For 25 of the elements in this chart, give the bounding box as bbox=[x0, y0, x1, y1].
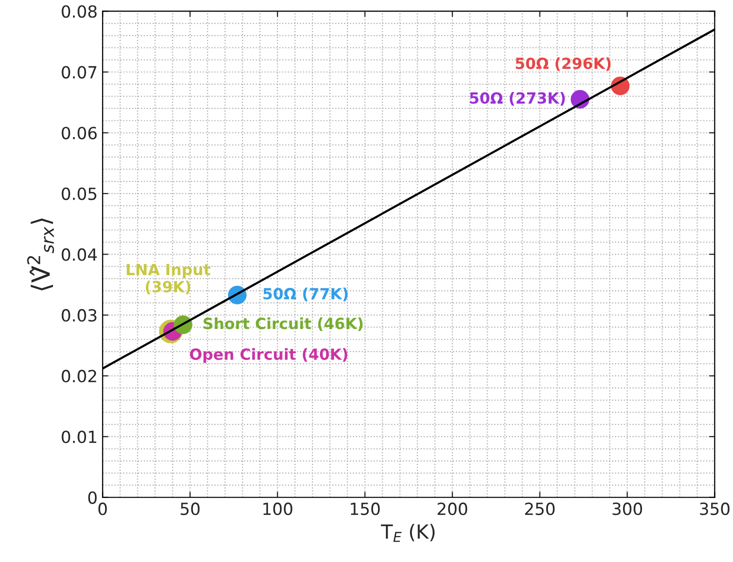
x-tick-label: 150 bbox=[350, 502, 380, 516]
x-axis-title: T$_{E}$ (K) bbox=[380, 524, 435, 542]
y-tick-label: 0.04 bbox=[62, 248, 97, 261]
x-tick-label: 250 bbox=[525, 502, 555, 516]
y-tick-label: 0.01 bbox=[62, 430, 96, 444]
y-tick-label: 0.07 bbox=[62, 66, 96, 79]
x-tick-label: 300 bbox=[612, 502, 642, 516]
y-tick-label: 0.03 bbox=[62, 309, 96, 322]
x-tick-label: 50 bbox=[180, 502, 200, 516]
annotation: 50Ω (296K) bbox=[516, 57, 611, 71]
annotation: LNA Input (39K) bbox=[126, 264, 210, 294]
y-tick-label: 0.02 bbox=[62, 370, 96, 382]
y-tick-label: 0 bbox=[88, 491, 97, 504]
y-axis-title: ⟨V̂$^{2}$$_{srx}$⟩ bbox=[27, 218, 54, 290]
x-tick-label: 0 bbox=[98, 502, 107, 516]
annotation: Open Circuit (40K) bbox=[190, 348, 348, 363]
x-tick-label: 200 bbox=[438, 502, 468, 516]
y-tick-label: 0.06 bbox=[62, 126, 97, 140]
annotation: 50Ω (77K) bbox=[263, 288, 348, 302]
x-tick-label: 350 bbox=[700, 502, 730, 516]
annotation: 50Ω (273K) bbox=[470, 92, 565, 106]
annotation: Short Circuit (46K) bbox=[204, 317, 363, 332]
x-tick-label: 100 bbox=[263, 502, 292, 516]
y-tick-label: 0.08 bbox=[62, 5, 97, 18]
y-tick-label: 0.05 bbox=[62, 188, 96, 200]
